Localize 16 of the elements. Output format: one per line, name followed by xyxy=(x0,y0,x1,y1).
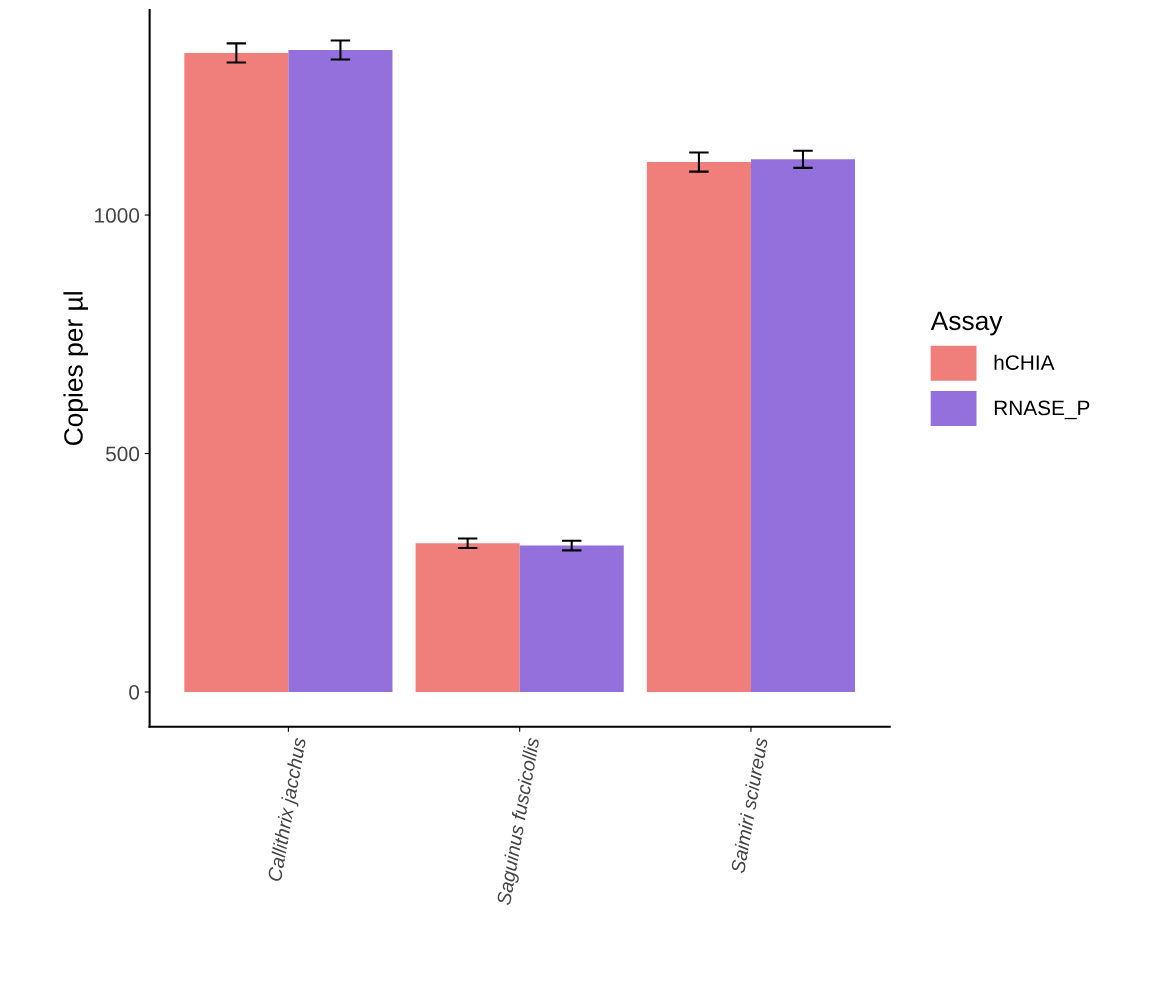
x-tick-label: Callithrix jacchus xyxy=(266,736,310,883)
bar xyxy=(184,52,289,692)
legend-title: Assay xyxy=(930,311,1003,336)
y-tick-label: 500 xyxy=(105,446,140,462)
bar xyxy=(646,162,751,692)
x-tick-label: Saimiri sciureus xyxy=(730,736,768,874)
bar xyxy=(519,545,624,692)
bar xyxy=(288,50,393,692)
bar xyxy=(750,159,856,692)
bar xyxy=(415,543,520,692)
legend-label: RNASE_P xyxy=(994,400,1090,420)
x-tick-label: Saguinus fuscicollis xyxy=(496,736,544,907)
y-tick-label: 1000 xyxy=(95,208,140,223)
y-axis-title: Copies per µl xyxy=(63,292,89,446)
y-tick-label: 0 xyxy=(129,685,140,700)
legend-label: hCHIA xyxy=(994,354,1055,370)
